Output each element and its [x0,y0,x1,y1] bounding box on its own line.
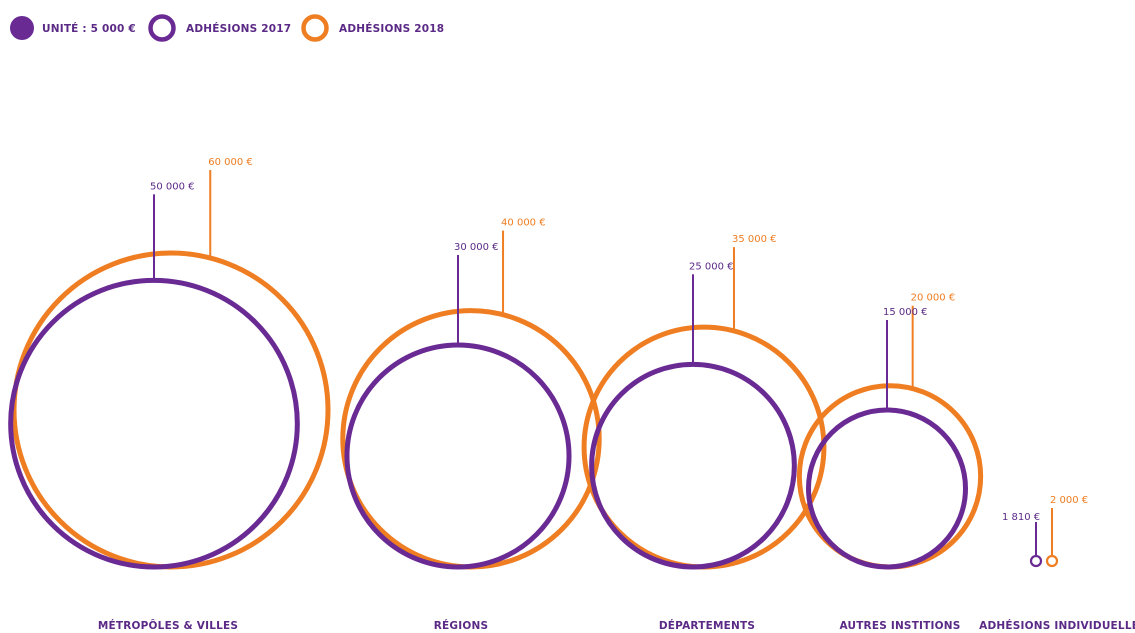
value-label-2018: 2 000 € [1050,495,1088,506]
bubble-2017 [589,361,797,570]
value-label-2017: 25 000 € [689,261,734,272]
legend-2018-label: ADHÉSIONS 2018 [339,22,444,35]
value-label-2018: 20 000 € [911,293,956,304]
bubble-2017 [806,407,968,570]
bubble-2017 [1029,554,1043,568]
legend-unit-label: UNITÉ : 5 000 € [42,22,136,35]
value-label-2017: 30 000 € [454,242,499,253]
category-label: AUTRES INSTITIONS [839,620,960,632]
legend-2018-ring [301,14,329,42]
bubble-2018 [1045,554,1059,568]
value-label-2018: 35 000 € [732,234,777,245]
bubble-2018 [340,308,602,570]
legend-unit-dot [10,16,34,40]
chart-marks: 60 000 € 50 000 € MÉTROPÔLES & VILLES 40 00… [8,157,1135,632]
value-label-2018: 40 000 € [501,218,546,229]
category-label: MÉTROPÔLES & VILLES [98,619,238,632]
value-label-2018: 60 000 € [208,157,253,168]
legend-2017-ring [148,14,176,42]
category-label: ADHÉSIONS INDIVIDUELLES [979,619,1135,632]
category-label: DÉPARTEMENTS [659,619,755,632]
legend-2017-label: ADHÉSIONS 2017 [186,22,291,35]
category-label: RÉGIONS [434,619,488,632]
value-label-2017: 1 810 € [1002,512,1040,523]
value-label-2017: 50 000 € [150,181,195,192]
bubble-2017 [344,342,572,570]
bubble-2018 [11,250,331,570]
bubble-2017 [8,277,300,570]
legend: UNITÉ : 5 000 € ADHÉSIONS 2017 ADHÉSIONS… [10,14,444,42]
value-label-2017: 15 000 € [883,307,928,318]
